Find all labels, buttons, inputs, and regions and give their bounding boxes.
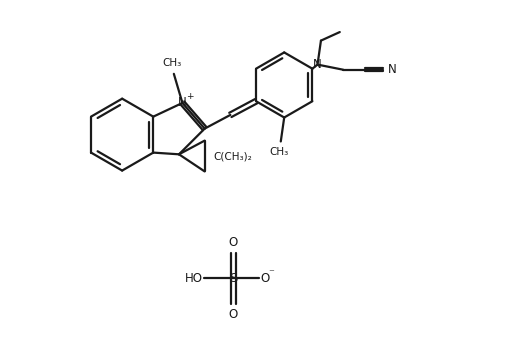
Text: N: N bbox=[178, 96, 187, 109]
Text: O: O bbox=[229, 308, 238, 321]
Text: CH₃: CH₃ bbox=[269, 147, 289, 157]
Text: O: O bbox=[229, 236, 238, 249]
Text: HO: HO bbox=[184, 272, 203, 285]
Text: CH₃: CH₃ bbox=[163, 58, 182, 68]
Text: +: + bbox=[186, 92, 194, 101]
Text: O: O bbox=[261, 272, 270, 285]
Text: S: S bbox=[229, 272, 238, 285]
Text: N: N bbox=[388, 63, 396, 76]
Text: ⁻: ⁻ bbox=[269, 268, 275, 278]
Text: N: N bbox=[313, 58, 322, 71]
Text: C(CH₃)₂: C(CH₃)₂ bbox=[213, 151, 252, 161]
